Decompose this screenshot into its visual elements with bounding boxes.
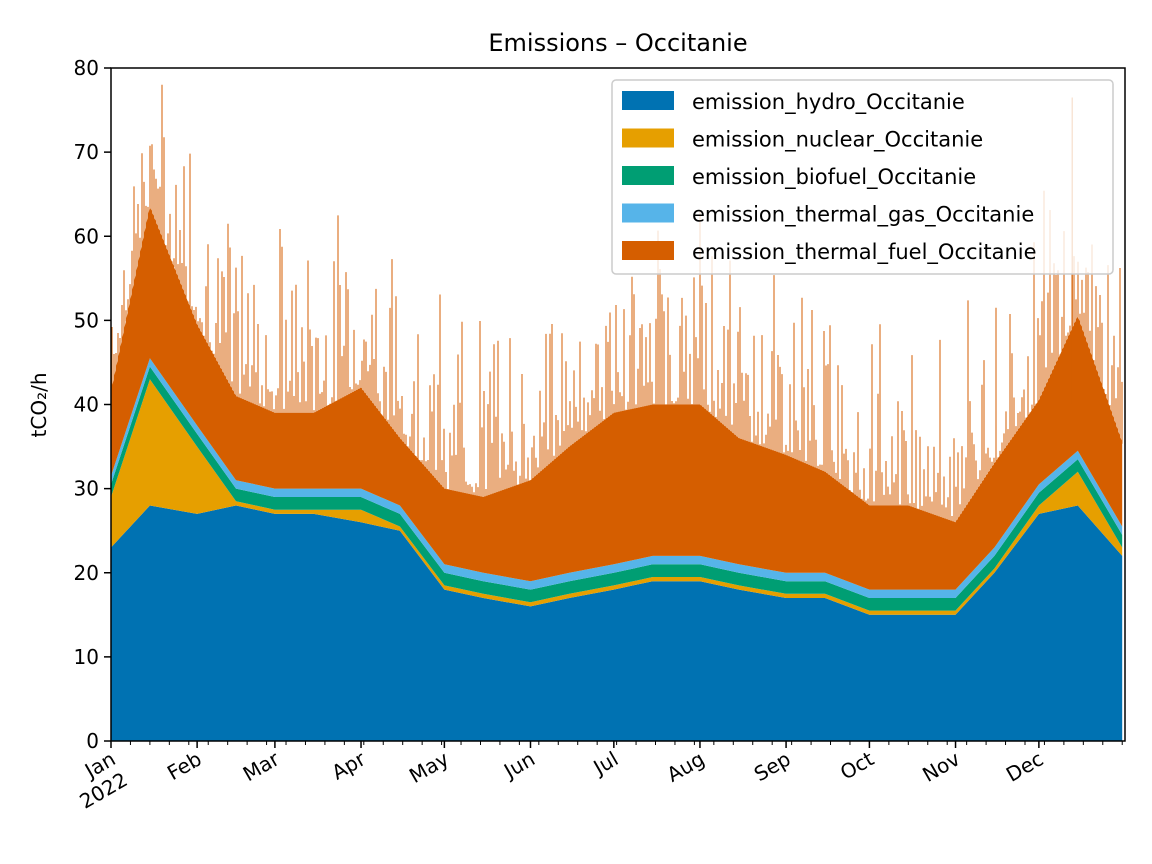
legend-label: emission_hydro_Occitanie <box>692 90 965 115</box>
chart-title: Emissions – Occitanie <box>488 29 747 57</box>
legend-swatch <box>622 203 674 223</box>
legend: emission_hydro_Occitanie emission_nuclear… <box>611 79 1114 275</box>
area-emission_hydro_Occitanie <box>111 505 1123 741</box>
legend-label: emission_thermal_fuel_Occitanie <box>692 240 1037 265</box>
legend-swatch <box>622 128 674 148</box>
y-axis: 0 10 20 30 40 50 60 70 80 <box>74 56 111 753</box>
legend-entries: emission_hydro_Occitanie emission_nuclear… <box>622 90 1037 265</box>
legend-label: emission_thermal_gas_Occitanie <box>692 203 1034 228</box>
y-tick-label: 50 <box>74 308 99 332</box>
y-tick-label: 30 <box>74 477 99 501</box>
legend-box <box>611 79 1114 275</box>
spikes-emission_thermal_fuel_Occitanie <box>111 84 1123 551</box>
y-axis-label: tCO₂/h <box>27 373 51 438</box>
legend-label: emission_nuclear_Occitanie <box>692 128 983 153</box>
y-tick-label: 10 <box>74 645 99 669</box>
y-tick-label: 60 <box>74 224 99 248</box>
y-tick-label: 40 <box>74 393 99 417</box>
y-tick-label: 80 <box>74 56 99 80</box>
area-emission_thermal_fuel_Occitanie <box>111 206 1123 590</box>
legend-label: emission_biofuel_Occitanie <box>692 165 976 190</box>
legend-swatch <box>622 241 674 260</box>
series-layer <box>111 206 1123 741</box>
y-tick-label: 70 <box>74 140 99 164</box>
legend-swatch <box>622 166 674 185</box>
y-tick-label: 20 <box>74 561 99 585</box>
y-tick-label: 0 <box>86 729 99 753</box>
legend-swatch <box>622 91 674 110</box>
